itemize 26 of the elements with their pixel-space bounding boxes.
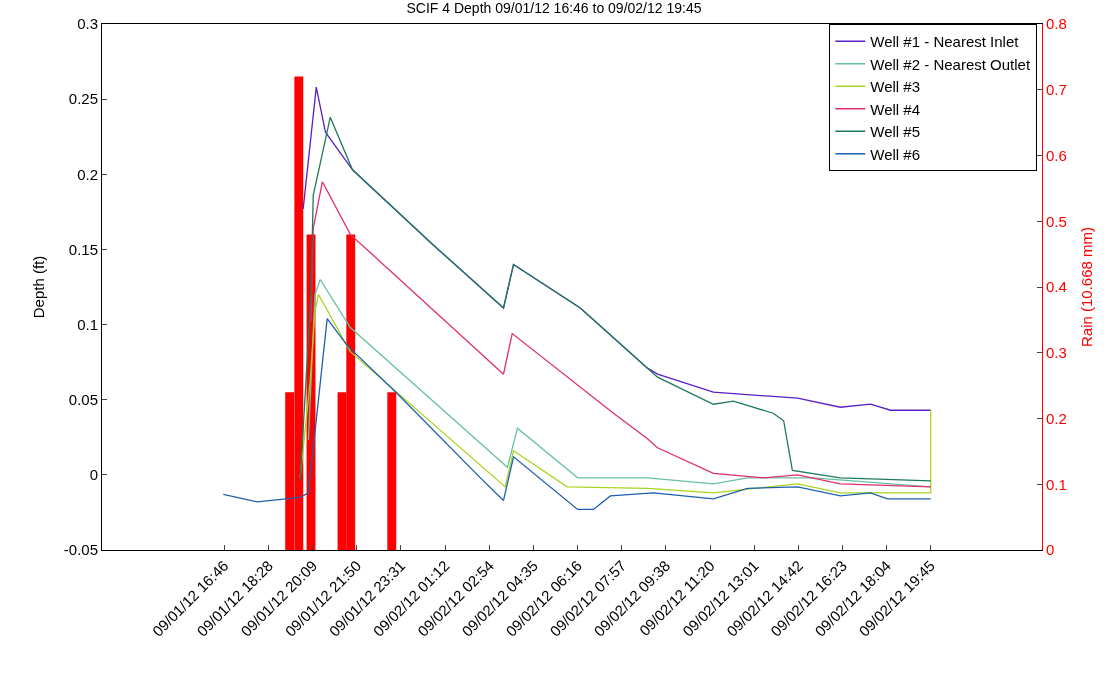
y2-tick-label: 0.4: [1046, 278, 1067, 296]
y2-tick-label: 0.6: [1046, 146, 1067, 164]
legend-label: Well #3: [870, 78, 921, 96]
legend-label: Well #6: [870, 145, 921, 163]
y-tick-label: 0.2: [77, 165, 98, 183]
legend-label: Well #2 - Nearest Outlet: [870, 55, 1031, 73]
legend-label: Well #4: [870, 100, 921, 118]
y2-tick-label: 0.8: [1046, 15, 1067, 33]
y2-tick-label: 0.7: [1046, 81, 1067, 98]
y-axis-title: Depth (ft): [30, 255, 48, 319]
y-tick-label: 0: [89, 466, 98, 484]
y2-tick-label: 0: [1046, 541, 1055, 559]
y-tick-label: 0.3: [77, 15, 98, 33]
legend-label: Well #1 - Nearest Inlet: [870, 33, 1020, 51]
y-tick-label: 0.15: [68, 240, 98, 258]
legend-label: Well #5: [870, 123, 921, 141]
y2-tick-label: 0.5: [1046, 212, 1067, 230]
y2-tick-label: 0.3: [1046, 344, 1067, 361]
y2-axis-title: Rain (10.668 mm): [1077, 226, 1095, 348]
y-tick-label: 0.1: [77, 315, 98, 333]
chart-title: SCIF 4 Depth 09/01/12 16:46 to 09/02/12 19:45: [406, 0, 702, 17]
y-tick-label: -0.05: [63, 541, 98, 559]
y-tick-label: 0.05: [68, 390, 98, 408]
y2-tick-label: 0.2: [1046, 409, 1067, 427]
y2-tick-label: 0.1: [1046, 475, 1067, 493]
y-tick-label: 0.25: [68, 90, 98, 108]
